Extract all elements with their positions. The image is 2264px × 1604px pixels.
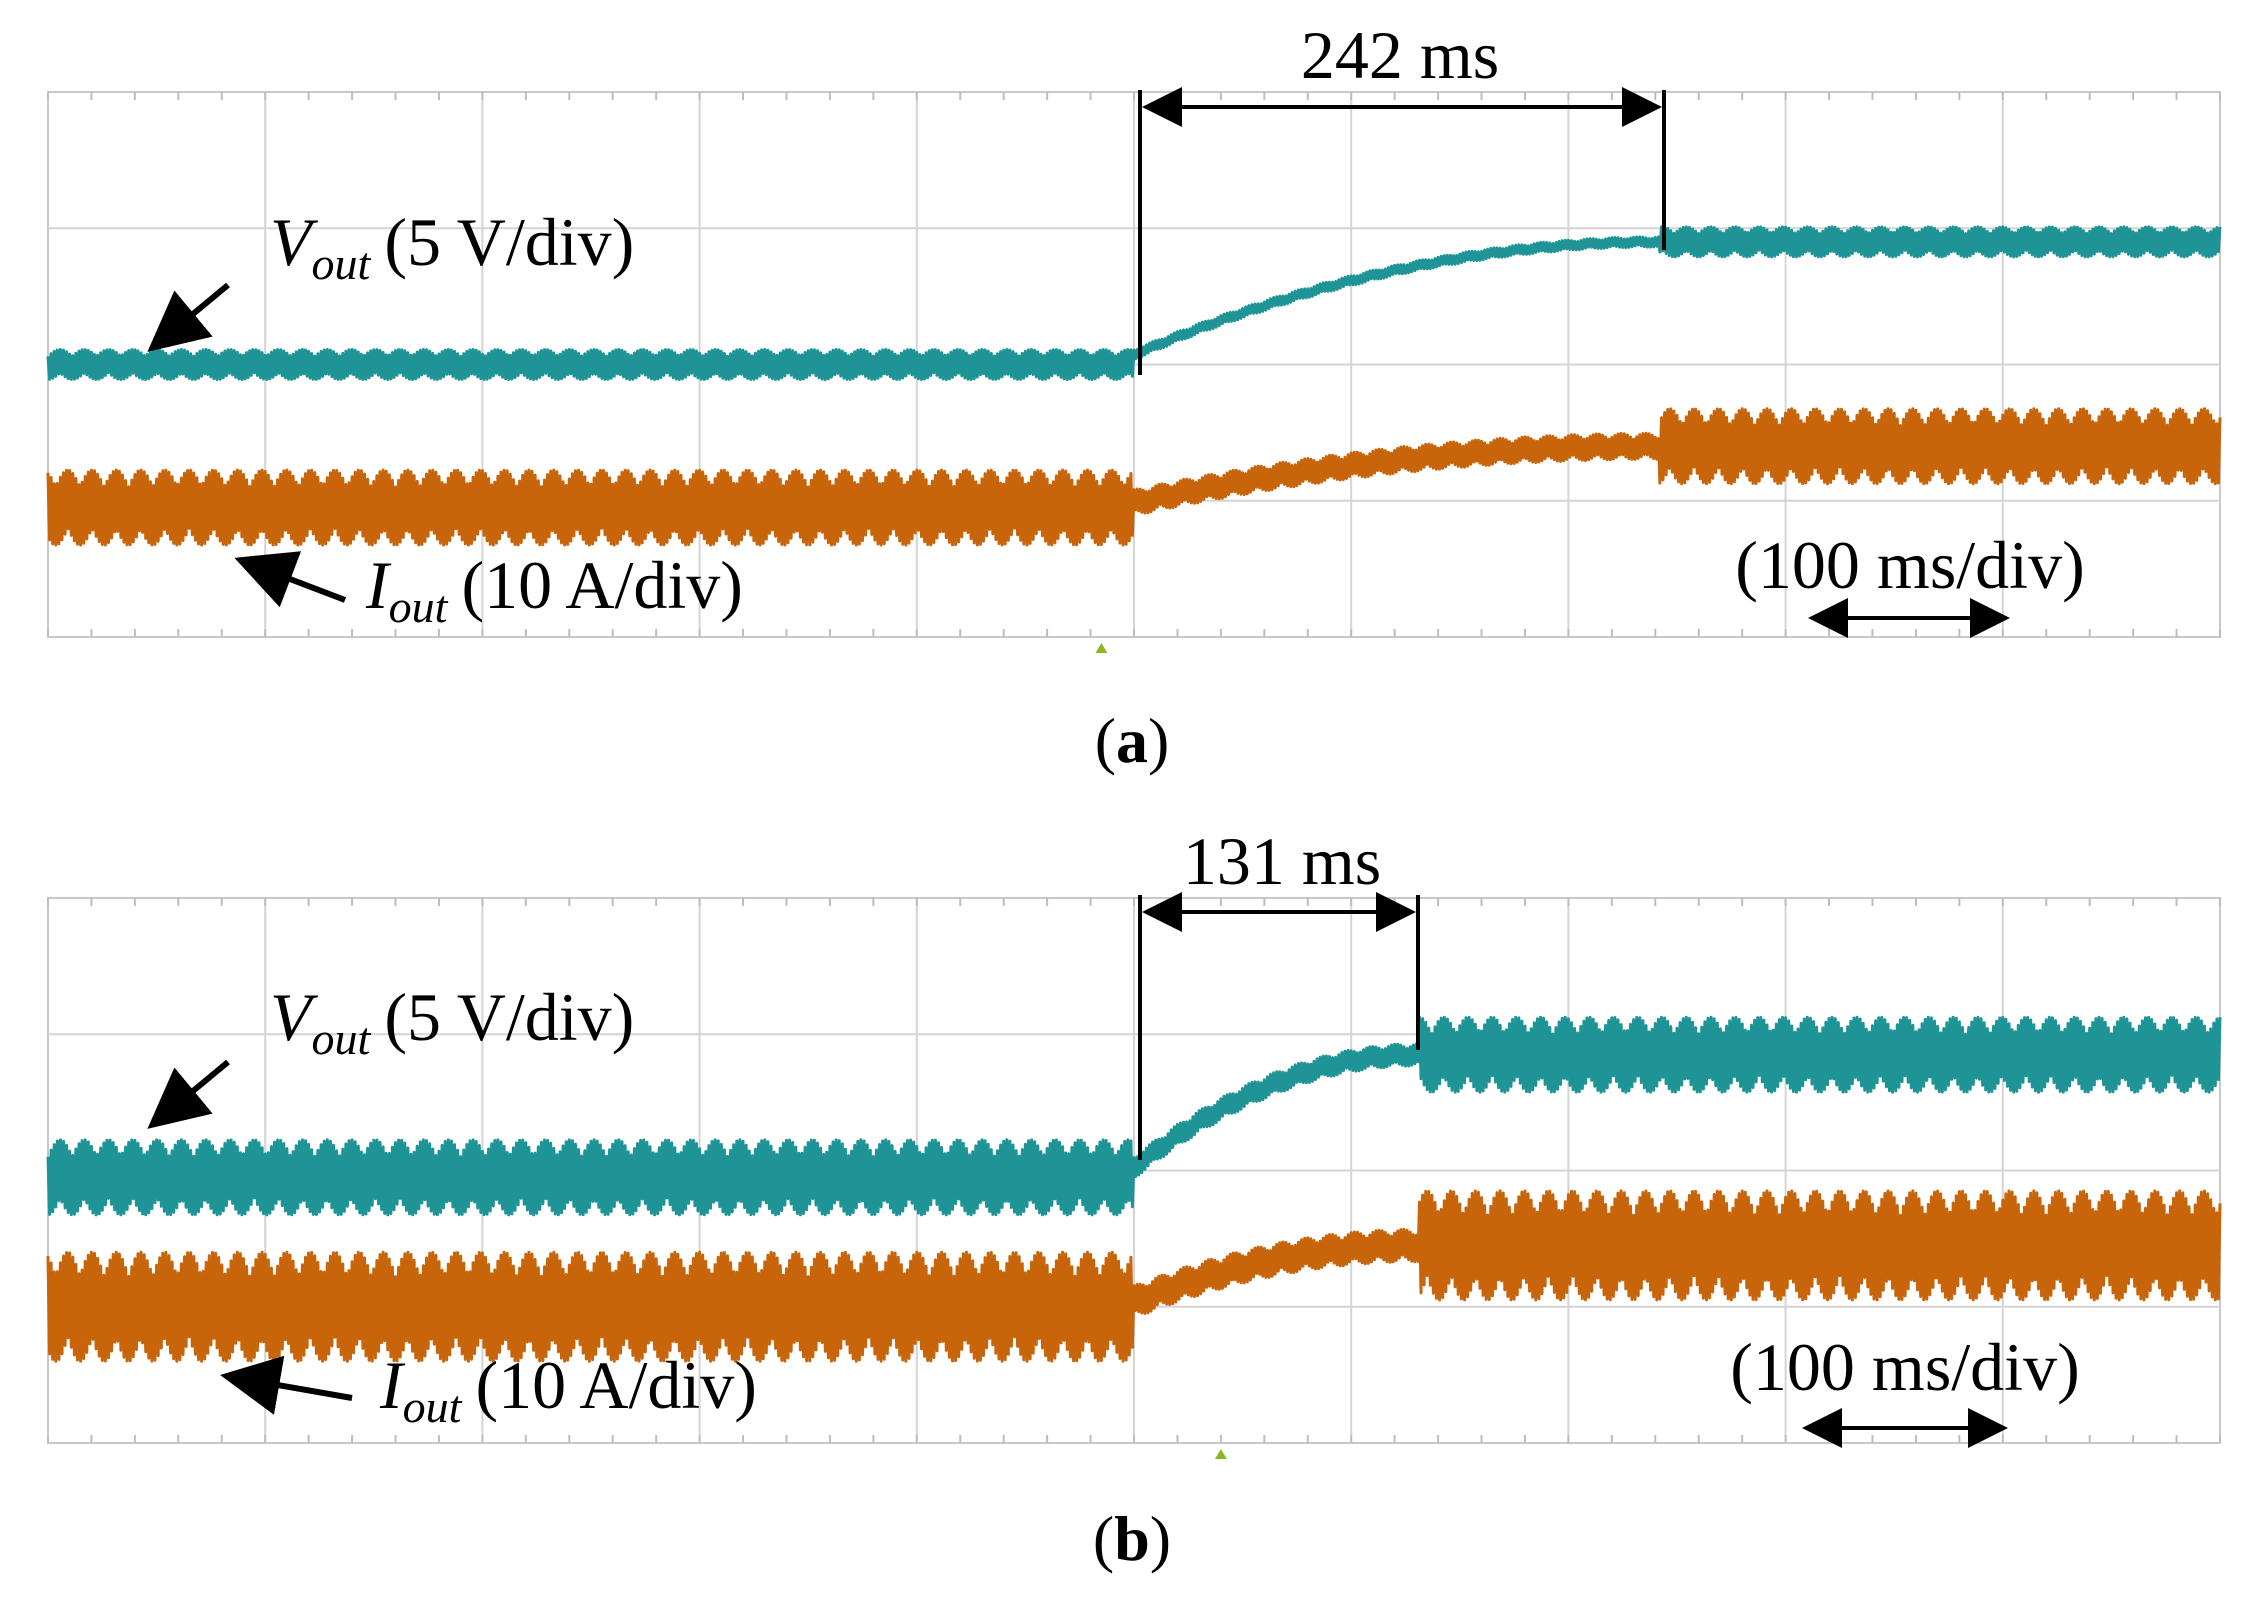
- iout-trace-a: [46, 407, 2222, 547]
- iout-label-a: Iout (10 A/div): [365, 547, 743, 632]
- duration-label-b: 131 ms: [1183, 823, 1381, 899]
- vout-trace-b: [46, 1015, 2222, 1217]
- iout-arrow-b: [220, 1355, 353, 1415]
- caption-b: (b): [1093, 1503, 1171, 1574]
- traces-b: [46, 1015, 2222, 1363]
- trigger-marker-b: [1214, 1449, 1227, 1459]
- panel-a: 242 ms Vout (5 V/div) Iout (10 A/div) (100…: [46, 17, 2222, 776]
- iout-trace-b: [46, 1189, 2222, 1363]
- traces-a: [46, 225, 2222, 547]
- time-scale-label-b: (100 ms/div): [1730, 1329, 2079, 1405]
- iout-arrow-a: [234, 551, 347, 608]
- iout-label-b: Iout (10 A/div): [379, 1347, 757, 1432]
- vout-arrow-a: [147, 282, 230, 352]
- caption-a: (a): [1095, 705, 1170, 776]
- vout-label-b: Vout (5 V/div): [270, 979, 634, 1064]
- vout-arrow-b: [147, 1059, 230, 1129]
- duration-label-a: 242 ms: [1301, 17, 1499, 93]
- trigger-marker-a: [1095, 643, 1108, 653]
- time-scale-label-a: (100 ms/div): [1735, 527, 2084, 603]
- vout-label-a: Vout (5 V/div): [270, 204, 634, 289]
- vout-trace-a: [46, 225, 2222, 381]
- panel-b: 131 ms Vout (5 V/div) Iout (10 A/div) (100…: [46, 823, 2222, 1574]
